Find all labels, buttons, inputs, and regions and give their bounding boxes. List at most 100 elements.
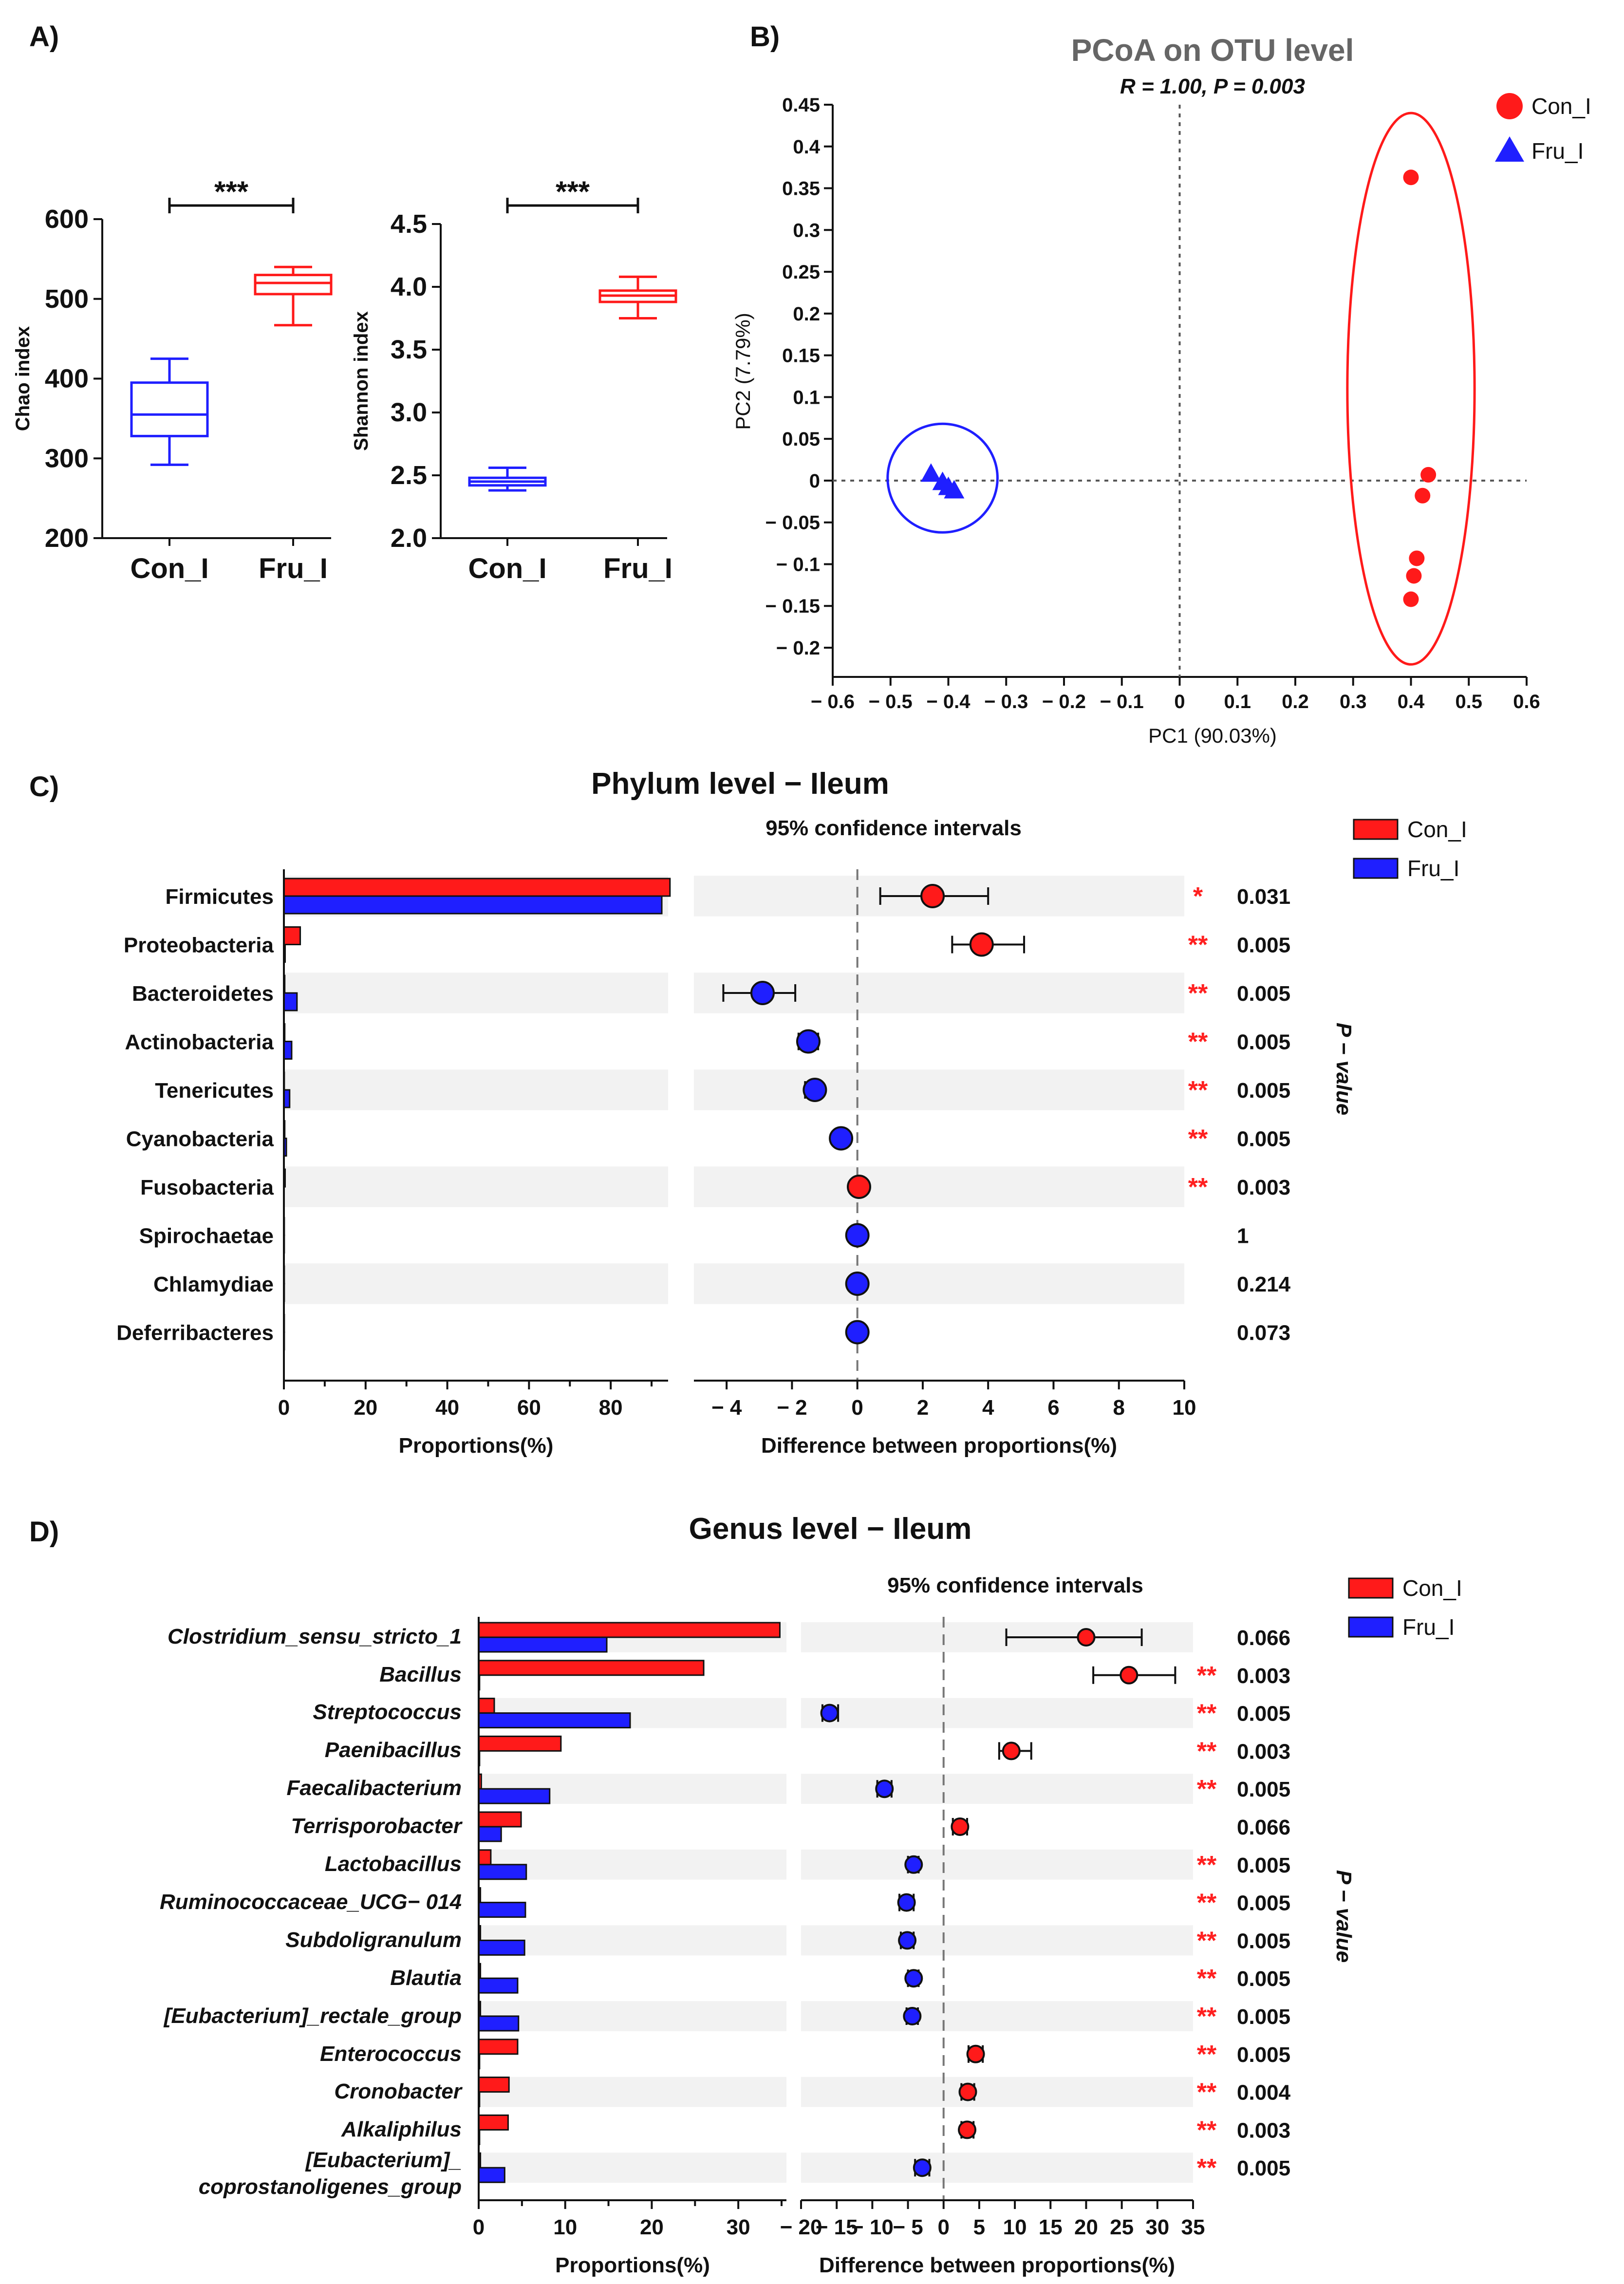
p-value: 0.005 — [1237, 1853, 1290, 1877]
significance-stars: ** — [1188, 979, 1208, 1008]
p-value: 0.005 — [1237, 1891, 1290, 1915]
x-tick-label: 35 — [1181, 2215, 1205, 2239]
significance-stars: ** — [1197, 1700, 1217, 1728]
row-band — [479, 2077, 786, 2107]
x-tick-label: 0.5 — [1455, 691, 1482, 712]
p-value: 0.005 — [1237, 2043, 1290, 2067]
bar-fru — [478, 1712, 631, 1729]
p-value: 0.005 — [1237, 982, 1290, 1006]
bar-fru — [283, 992, 298, 1011]
bar-fru — [283, 1041, 293, 1060]
x-tick-label: 40 — [435, 1396, 459, 1420]
x-tick-label: 30 — [727, 2215, 750, 2239]
significance-stars: ** — [1197, 2154, 1217, 2182]
diff-point — [969, 932, 994, 957]
category-label: Bacteroidetes — [132, 982, 274, 1006]
category-label: Firmicutes — [165, 885, 274, 909]
row-band — [801, 1849, 1193, 1880]
diff-point — [958, 2082, 977, 2101]
y-tick-label: − 0.1 — [776, 554, 820, 575]
x-tick-label: − 2 — [777, 1396, 807, 1420]
category-label: Clostridium_sensu_stricto_1 — [168, 1625, 462, 1648]
y-axis-label: Chao index — [12, 326, 34, 431]
p-value: 0.005 — [1237, 1030, 1290, 1054]
bar-con — [283, 878, 671, 897]
significance-stars: *** — [214, 175, 249, 208]
x-tick-label: 10 — [1173, 1396, 1196, 1420]
legend-label: Con_I — [1531, 94, 1591, 119]
category-label: Terrisporobacter — [291, 1814, 463, 1838]
y-tick-label: 0.35 — [782, 178, 820, 200]
diff-point — [904, 1855, 923, 1874]
y-tick-label: 0.4 — [793, 136, 820, 158]
x-tick-label: 15 — [1039, 2215, 1063, 2239]
diff-point — [820, 1704, 839, 1722]
p-value: 1 — [1237, 1224, 1249, 1248]
row-band — [694, 1263, 1184, 1304]
diff-point — [845, 1320, 870, 1345]
p-value: 0.005 — [1237, 2005, 1290, 2029]
x-tick-label: 4 — [982, 1396, 994, 1420]
x-tick-label: − 4 — [711, 1396, 742, 1420]
x-axis-label: PC1 (90.03%) — [1148, 724, 1277, 747]
p-value: 0.005 — [1237, 2156, 1290, 2180]
legend-swatch-fru — [1353, 858, 1399, 879]
row-band — [479, 1849, 786, 1880]
category-label: Enterococcus — [320, 2042, 462, 2066]
row-band — [284, 1069, 668, 1110]
ci-title: 95% confidence intervals — [887, 1573, 1143, 1597]
x-tick-label: − 0.2 — [1042, 691, 1086, 712]
p-value: 0.066 — [1237, 1816, 1290, 1839]
x-tick-label: Fru_I — [259, 553, 328, 584]
diff-point — [913, 2158, 932, 2177]
x-tick-label: 0.1 — [1224, 691, 1251, 712]
y-axis-label: PC2 (7.79%) — [731, 313, 754, 430]
y-tick-label: 3.5 — [391, 335, 427, 364]
category-label: Blautia — [390, 1966, 462, 1990]
category-label: Alkaliphilus — [341, 2117, 462, 2141]
chart-title: Phylum level − Ileum — [591, 767, 889, 801]
ellipse-Con_I — [1346, 112, 1476, 666]
diff-point — [847, 1175, 872, 1199]
significance-stars: ** — [1197, 2041, 1217, 2069]
p-value: 0.214 — [1237, 1273, 1291, 1296]
ci-title: 95% confidence intervals — [765, 816, 1022, 840]
y-tick-label: 400 — [45, 364, 89, 393]
diff-point — [796, 1029, 821, 1054]
bar-fru — [478, 1826, 502, 1842]
significance-stars: ** — [1188, 1028, 1208, 1056]
y-tick-label: 0.45 — [782, 94, 820, 116]
diff-point — [829, 1126, 854, 1151]
p-value: 0.005 — [1237, 1929, 1290, 1953]
y-tick-label: 2.0 — [391, 524, 427, 553]
x-tick-label: − 15 — [816, 2215, 858, 2239]
box-Fru_I — [254, 274, 333, 296]
bar-con — [478, 1735, 562, 1752]
y-tick-label: 200 — [45, 524, 89, 553]
bar-fru — [478, 1864, 527, 1880]
legend-marker-Fru_I — [1495, 136, 1524, 162]
y-tick-label: 0 — [809, 470, 820, 492]
diff-point — [803, 1078, 827, 1102]
significance-stars: ** — [1197, 1737, 1217, 1765]
diff-point — [898, 1931, 917, 1950]
point-Fru_I — [944, 480, 965, 499]
bar-fru — [478, 2167, 505, 2183]
point-Con_I — [1415, 487, 1431, 504]
legend-label: Fru_I — [1402, 1614, 1455, 1640]
x-axis-label-left: Proportions(%) — [555, 2253, 710, 2277]
row-band — [284, 1166, 668, 1207]
p-value-axis-label: P − value — [1332, 1870, 1356, 1963]
bar-con — [478, 2114, 509, 2131]
bar-fru — [478, 1939, 525, 1956]
diff-point — [951, 1817, 970, 1836]
row-band — [284, 1263, 668, 1304]
bar-con — [478, 1849, 492, 1866]
legend-label: Fru_I — [1531, 138, 1584, 164]
box-Con_I — [130, 381, 209, 437]
legend-label: Fru_I — [1407, 856, 1459, 881]
significance-stars: ** — [1197, 2116, 1217, 2144]
chart-title: Genus level − Ileum — [689, 1512, 972, 1546]
significance-stars: ** — [1188, 1076, 1208, 1105]
